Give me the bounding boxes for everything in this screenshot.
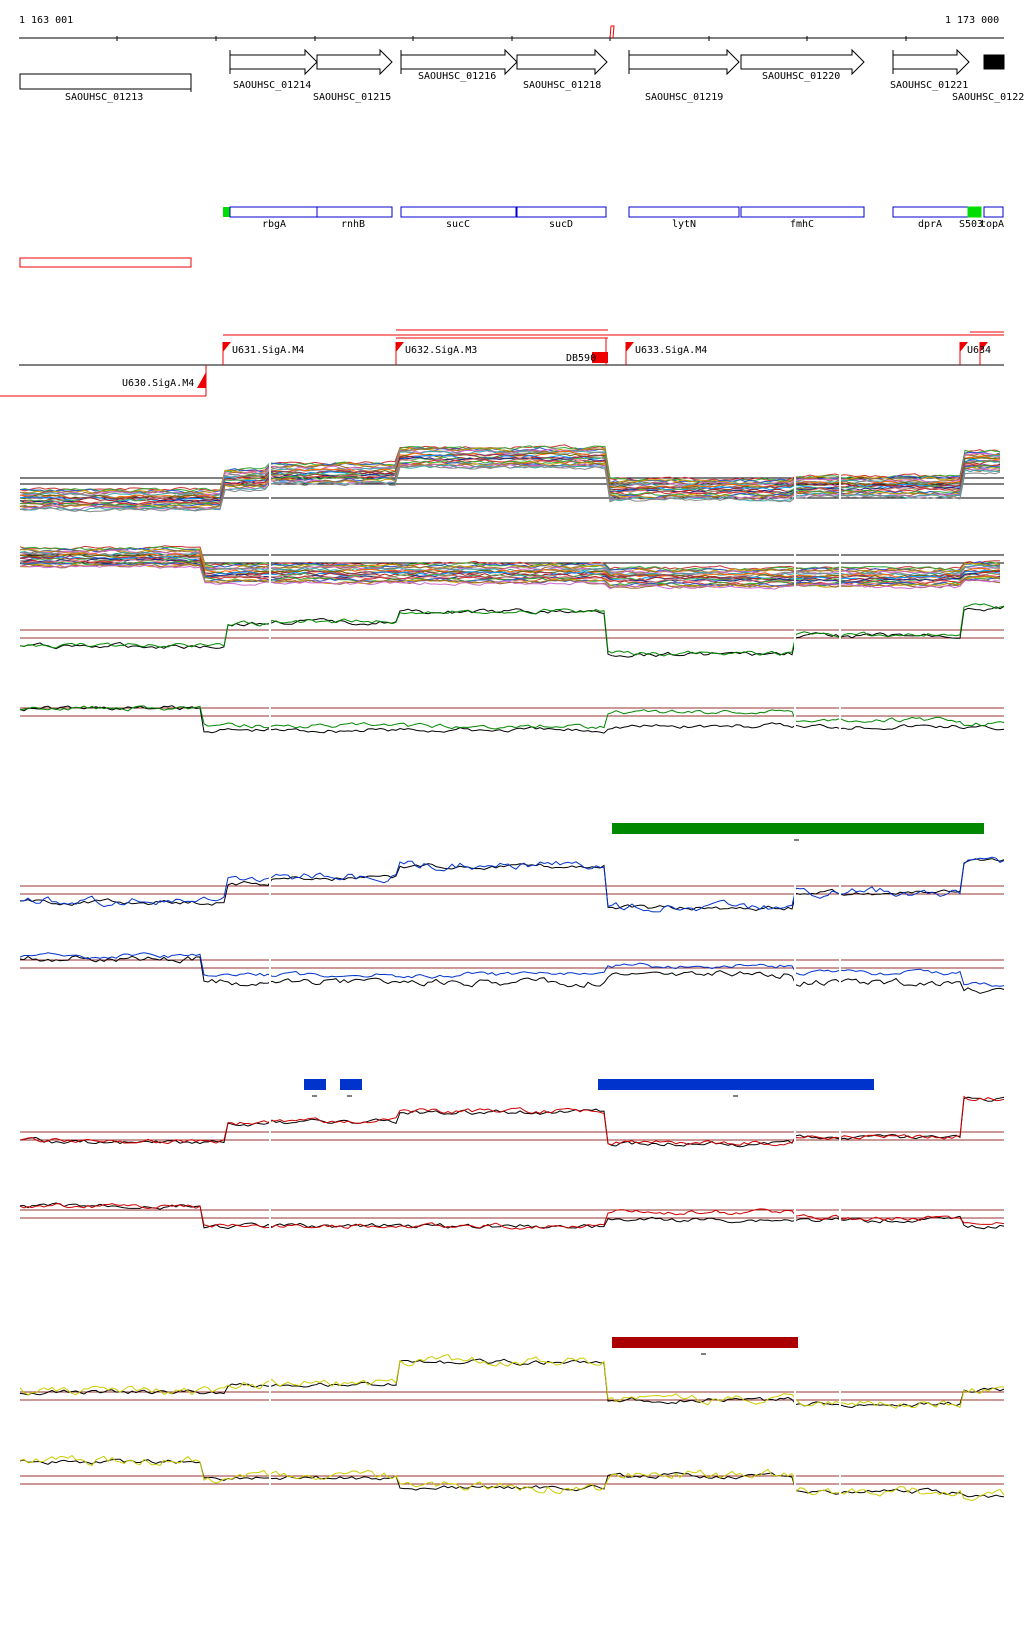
expression-track-blue-minus [19,945,1005,1005]
profile-line [19,445,1001,493]
expression-track-yellow-plus [19,1354,1005,1420]
profile-line [19,463,1001,511]
coordinate-ruler: 1 163 001 1 173 000 [19,15,1004,41]
profile-line [19,1454,1005,1502]
expression-track-blue-plus [19,850,1005,920]
promoter-U634[interactable]: U634 [959,342,991,365]
gene-SAOUHSC_01214[interactable]: SAOUHSC_01214 [229,48,318,91]
profile-line [19,556,1001,582]
profile-line [19,606,1005,658]
annotation-topA[interactable]: topA [980,206,1004,230]
srna-box [223,207,230,217]
expression-track-red-plus [19,1095,1005,1165]
promoter-label: U634 [967,345,991,356]
profile-line [19,563,1001,589]
annotation-label: sucD [549,219,573,230]
profile-line [19,557,1001,584]
gene-label: SAOUHSC_01222 [952,92,1024,103]
segment-bar-blue[interactable] [304,1079,326,1090]
gene-label: SAOUHSC_01220 [762,71,840,82]
profile-line [19,1095,1005,1147]
gene-SAOUHSC_01220[interactable]: SAOUHSC_01220 [740,48,865,82]
segment-bar-darkred[interactable] [612,1337,798,1348]
segment-bar-blue[interactable] [598,1079,874,1090]
profile-line [19,705,1005,734]
promoter-U633[interactable]: U633.SigA.M4 [625,342,707,365]
annotation-label: lytN [672,219,696,230]
annotation-label: rnhB [341,219,365,230]
annotation-label: sucC [446,219,470,230]
promoter-U632[interactable]: U632.SigA.M3 [395,342,477,365]
annotation-sucD[interactable]: sucD [516,206,607,230]
profile-line [19,562,1001,588]
profile-line [19,952,1005,987]
annotation-rbgA[interactable]: rbgA [229,206,318,230]
profile-line [19,1096,1005,1148]
transcript-region-box [19,257,192,268]
promoter-U631[interactable]: U631.SigA.M4 [222,342,304,365]
annotation-label: S503 [959,219,983,230]
annotation-dprA[interactable]: dprA [892,206,969,230]
profile-line [19,454,1001,502]
annotation-lytN[interactable]: lytN [628,206,740,230]
segment-bar-green[interactable] [612,823,984,834]
gene-label: SAOUHSC_01214 [233,80,311,91]
annotation-label: fmhC [790,219,814,230]
gene-SAOUHSC_01218[interactable]: SAOUHSC_01218 [516,48,608,91]
annotation-S503[interactable]: S503 [959,206,983,230]
gene-label: SAOUHSC_01216 [418,71,496,82]
gene-label: SAOUHSC_01213 [65,92,143,103]
annotation-rnhB[interactable]: rnhB [316,206,393,230]
gene-label: SAOUHSC_01221 [890,80,968,91]
profile-line [19,856,1005,913]
gene-label: SAOUHSC_01219 [645,92,723,103]
profile-line [19,1203,1005,1230]
gene-SAOUHSC_01216[interactable]: SAOUHSC_01216 [400,48,518,82]
gene-track: SAOUHSC_01213 SAOUHSC_01214 SAOUHSC_0121… [19,48,1024,103]
promoter-label: U632.SigA.M3 [405,345,477,356]
profile-line [19,447,1001,496]
gene-SAOUHSC_01213[interactable]: SAOUHSC_01213 [19,73,192,103]
promoter-label: U631.SigA.M4 [232,345,304,356]
gene-SAOUHSC_01219[interactable]: SAOUHSC_01219 [628,48,740,103]
expression-track-green-minus [19,690,1005,745]
transcript-track: U630.SigA.M4 U631.SigA.M4 U632.SigA.M3 D… [0,257,1004,397]
terminator-label: DB590 [566,353,596,364]
ruler-marker [609,25,615,39]
gene-SAOUHSC_01221[interactable]: SAOUHSC_01221 [890,48,970,91]
expression-track-green-plus [19,600,1005,660]
expression-track-yellow-minus [19,1450,1005,1510]
terminator-DB590[interactable]: DB590 [566,338,608,365]
profile-line [19,564,1001,590]
profile-line [19,858,1005,912]
annotation-label: dprA [918,219,942,230]
promoter-label: U633.SigA.M4 [635,345,707,356]
gene-SAOUHSC_01222[interactable]: SAOUHSC_01222 [952,54,1024,103]
expression-track-all-conditions-plus [19,440,1004,513]
profile-line [19,1202,1005,1230]
annotation-label: topA [980,219,1004,230]
profile-line [19,1458,1005,1498]
profile-line [19,560,1001,587]
annotation-label: rbgA [262,219,286,230]
profile-line [19,705,1005,730]
gene-label: SAOUHSC_01215 [313,92,391,103]
gene-label: SAOUHSC_01218 [523,80,601,91]
expression-track-red-minus [19,1195,1005,1250]
ruler-end-label: 1 173 000 [945,15,999,26]
annotation-fmhC[interactable]: fmhC [740,206,865,230]
annotation-sucC[interactable]: sucC [400,206,517,230]
gene-SAOUHSC_01215[interactable]: SAOUHSC_01215 [313,48,393,103]
profile-line [19,552,1001,579]
gene-name-track: rbgA rnhB sucC sucD lytN fmhC dprA S503 [223,206,1004,230]
promoter-U630[interactable]: U630.SigA.M4 [122,365,207,396]
expression-track-all-conditions-minus [19,540,1004,600]
profile-line [19,456,1001,505]
segment-bar-blue[interactable] [340,1079,362,1090]
promoter-label: U630.SigA.M4 [122,378,194,389]
ruler-start-label: 1 163 001 [19,15,73,26]
profile-line [19,464,1001,513]
